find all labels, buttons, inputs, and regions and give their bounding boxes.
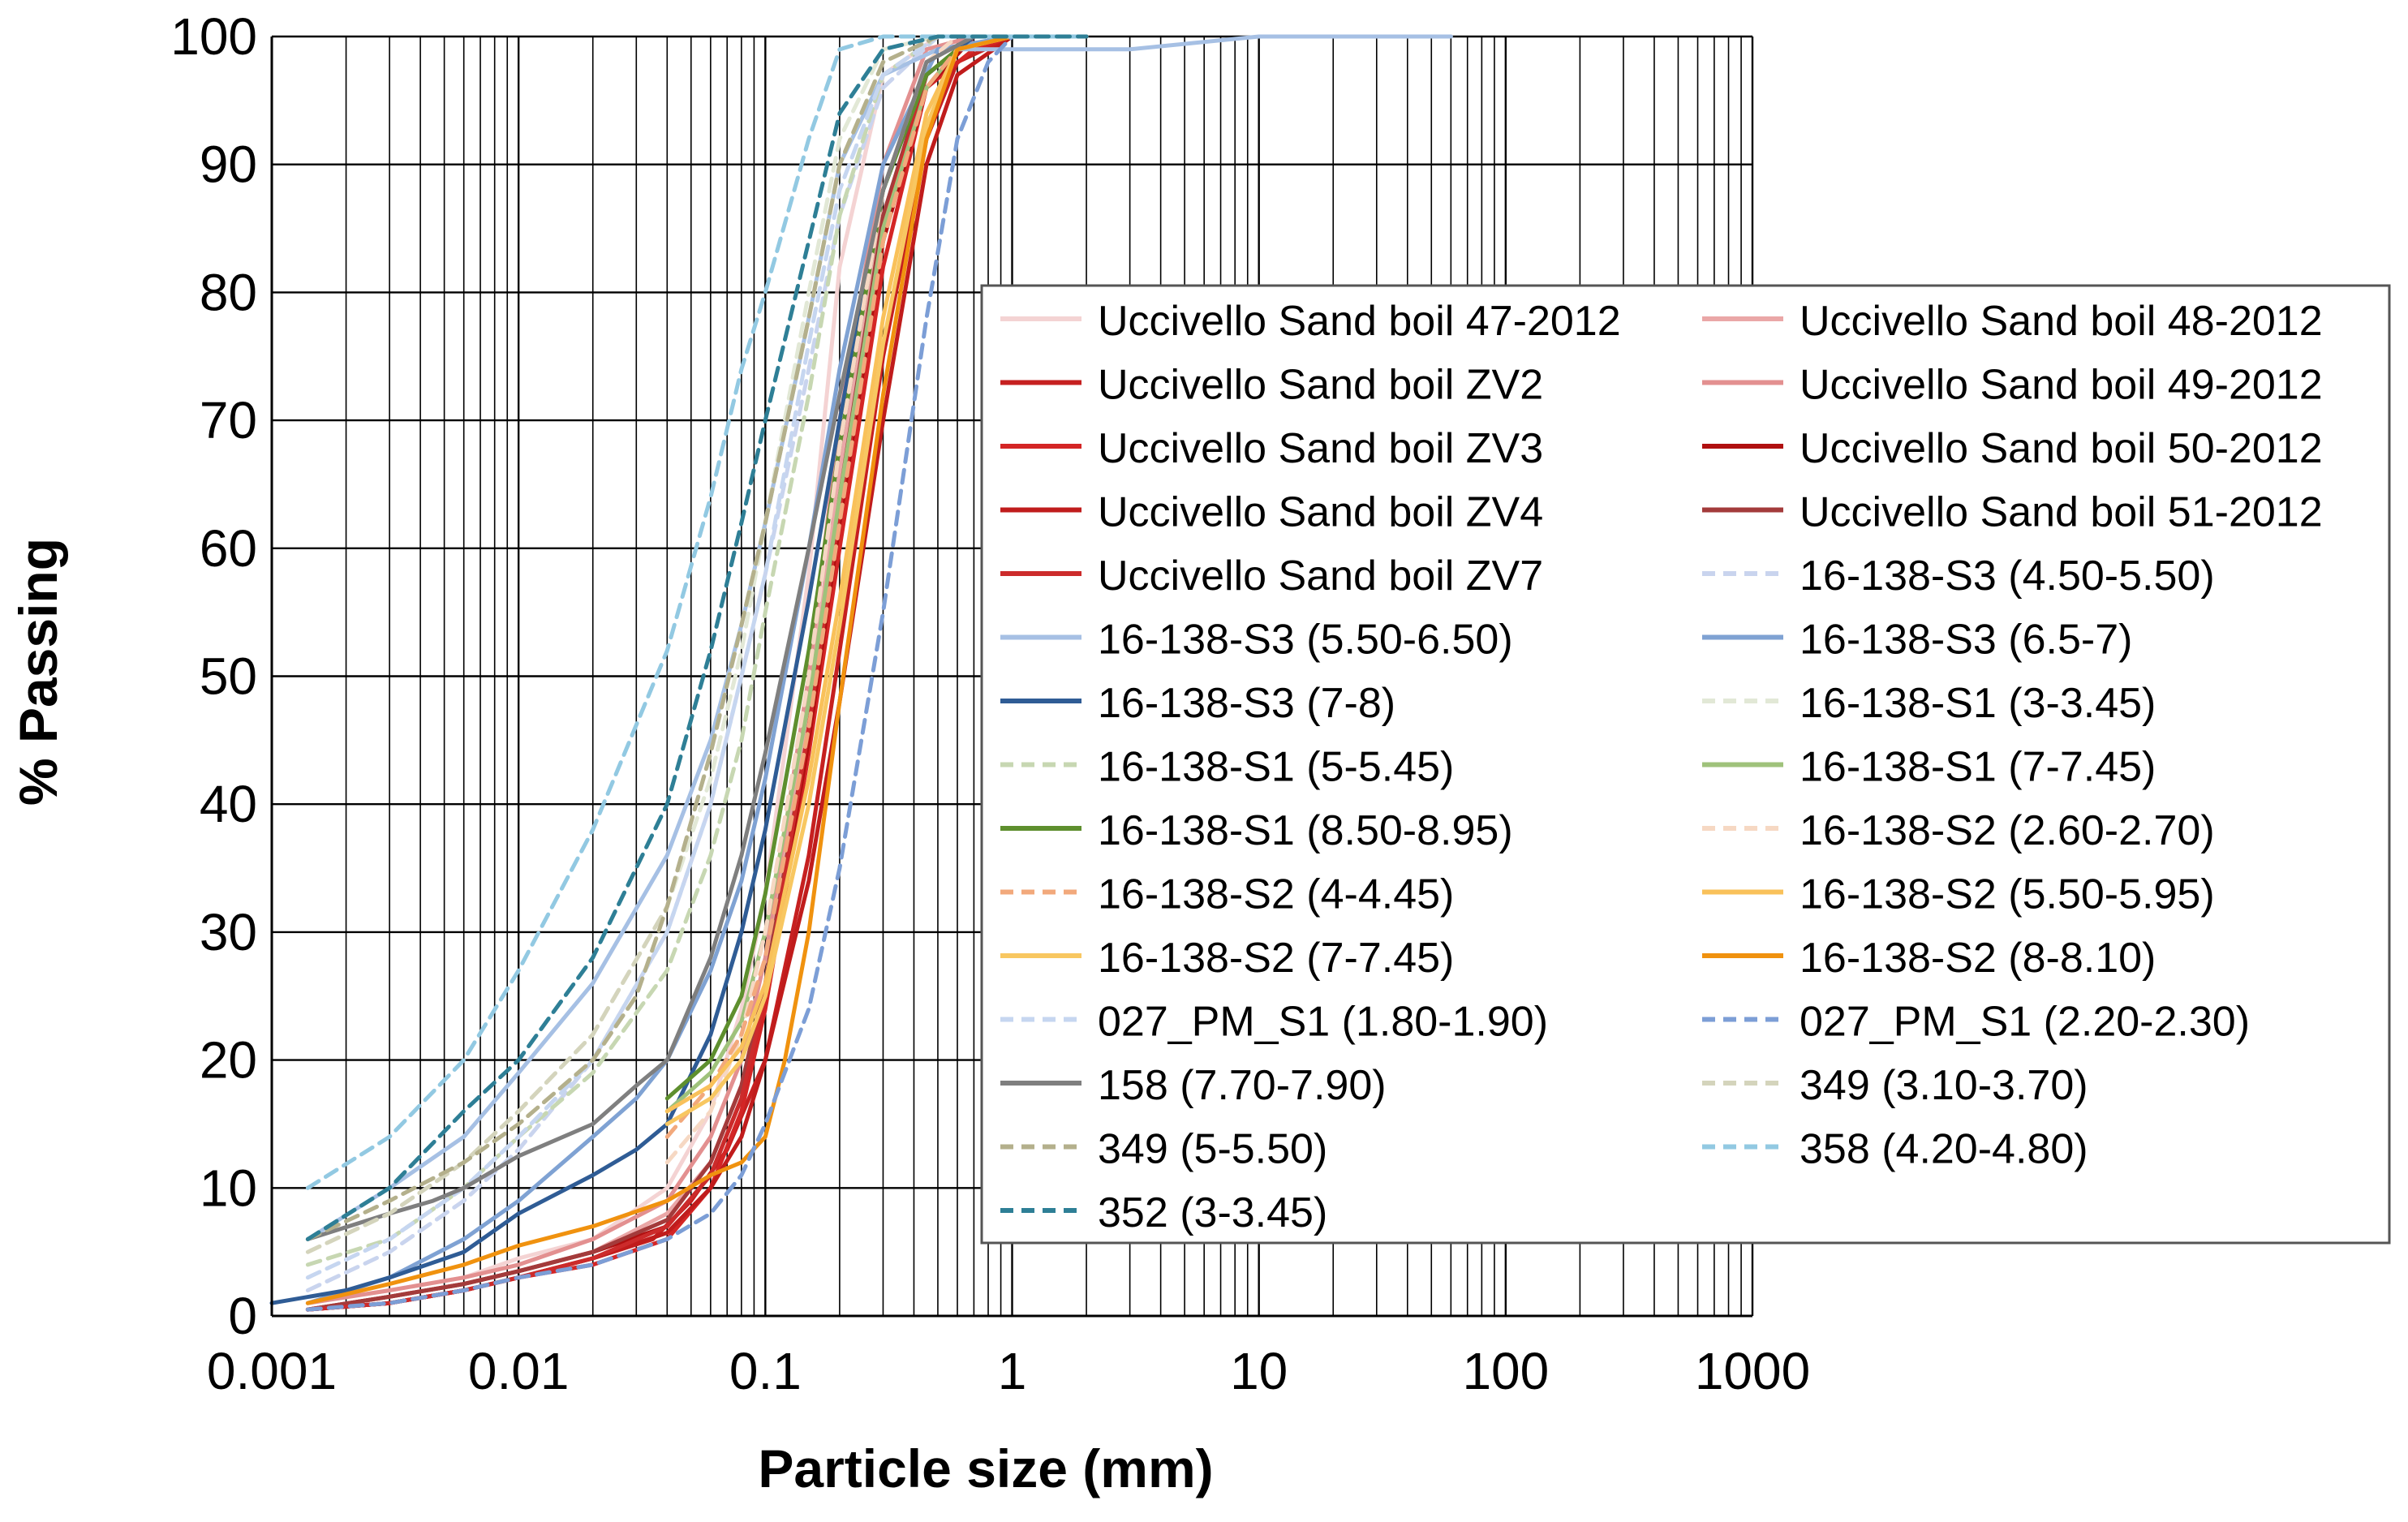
y-tick-label: 90 [200, 135, 257, 194]
series-line [305, 34, 1089, 1280]
legend-label: 027_PM_S1 (1.80-1.90) [1098, 999, 1548, 1046]
legend-label: Uccivello Sand boil 50-2012 [1800, 425, 2323, 472]
legend-label: Uccivello Sand boil ZV3 [1098, 425, 1543, 472]
legend-label: 16-138-S3 (5.50-6.50) [1098, 617, 1513, 664]
legend-label: 16-138-S1 (8.50-8.95) [1098, 807, 1513, 854]
legend-label: 16-138-S2 (4-4.45) [1098, 871, 1454, 918]
x-tick-label: 10 [1230, 1342, 1288, 1400]
legend-label: Uccivello Sand boil ZV2 [1098, 362, 1543, 409]
y-tick-label: 60 [200, 519, 257, 578]
y-tick-label: 40 [200, 775, 257, 833]
axes-layer [270, 37, 1752, 1318]
legend-label: 16-138-S2 (2.60-2.70) [1800, 807, 2215, 854]
legend-label: Uccivello Sand boil 47-2012 [1098, 298, 1621, 345]
legend-label: Uccivello Sand boil ZV4 [1098, 489, 1543, 536]
legend-label: 16-138-S1 (7-7.45) [1800, 744, 2156, 791]
legend-label: 349 (3.10-3.70) [1800, 1062, 2088, 1109]
x-tick-label: 1 [998, 1342, 1027, 1400]
legend-label: 16-138-S2 (8-8.10) [1800, 935, 2156, 982]
legend-label: 16-138-S2 (7-7.45) [1098, 935, 1454, 982]
y-tick-label: 20 [200, 1031, 257, 1090]
x-tick-label: 100 [1462, 1342, 1549, 1400]
legend-label: 358 (4.20-4.80) [1800, 1126, 2088, 1173]
legend-items: Uccivello Sand boil 47-2012 Uccivello San… [1000, 298, 2323, 1236]
y-tick-label: 0 [228, 1287, 257, 1345]
legend-label: 352 (3-3.45) [1098, 1189, 1327, 1236]
series-line [305, 34, 1089, 1241]
x-tick-label: 0.01 [468, 1342, 570, 1400]
y-tick-label: 100 [170, 7, 257, 66]
legend-label: 158 (7.70-7.90) [1098, 1062, 1387, 1109]
series-line [305, 34, 1089, 1241]
x-tick-label: 0.1 [729, 1342, 802, 1400]
y-tick-label: 10 [200, 1159, 257, 1217]
legend-label: Uccivello Sand boil 49-2012 [1800, 362, 2323, 409]
series-line [305, 34, 1089, 1312]
y-axis-title: % Passing [8, 538, 68, 806]
y-tick-label: 80 [200, 263, 257, 321]
legend-label: 16-138-S2 (5.50-5.95) [1800, 871, 2215, 918]
legend-label: 16-138-S1 (3-3.45) [1800, 680, 2156, 727]
series-line [305, 34, 1089, 1241]
y-tick-label: 30 [200, 903, 257, 961]
legend-label: 027_PM_S1 (2.20-2.30) [1800, 999, 2250, 1046]
legend-label: 16-138-S3 (7-8) [1098, 680, 1395, 727]
legend-label: 349 (5-5.50) [1098, 1126, 1327, 1173]
series-layer [269, 34, 1453, 1312]
legend-label: Uccivello Sand boil 48-2012 [1800, 298, 2323, 345]
legend-label: Uccivello Sand boil ZV7 [1098, 552, 1543, 600]
legend-label: 16-138-S3 (6.5-7) [1800, 617, 2132, 664]
x-axis-title: Particle size (mm) [758, 1438, 1213, 1498]
legend-box [980, 284, 2391, 1245]
legend-label: 16-138-S1 (5-5.45) [1098, 744, 1454, 791]
legend-label: 16-138-S3 (4.50-5.50) [1800, 552, 2215, 600]
series-line [305, 34, 1089, 1254]
y-tick-label: 70 [200, 391, 257, 449]
x-tick-label: 1000 [1695, 1342, 1810, 1400]
tick-labels: 0.001 0.01 0.1 1 10 100 1000 0 10 20 30 40 50 60 70 80 9… [170, 7, 1810, 1400]
x-tick-label: 0.001 [207, 1342, 337, 1400]
series-line [305, 34, 1089, 1190]
y-tick-label: 50 [200, 647, 257, 706]
legend: Uccivello Sand boil 47-2012 Uccivello San… [980, 284, 2391, 1245]
legend-label: Uccivello Sand boil 51-2012 [1800, 489, 2323, 536]
series-line [664, 34, 1089, 1165]
series-line [305, 34, 1089, 1305]
series-line [305, 34, 1089, 1292]
